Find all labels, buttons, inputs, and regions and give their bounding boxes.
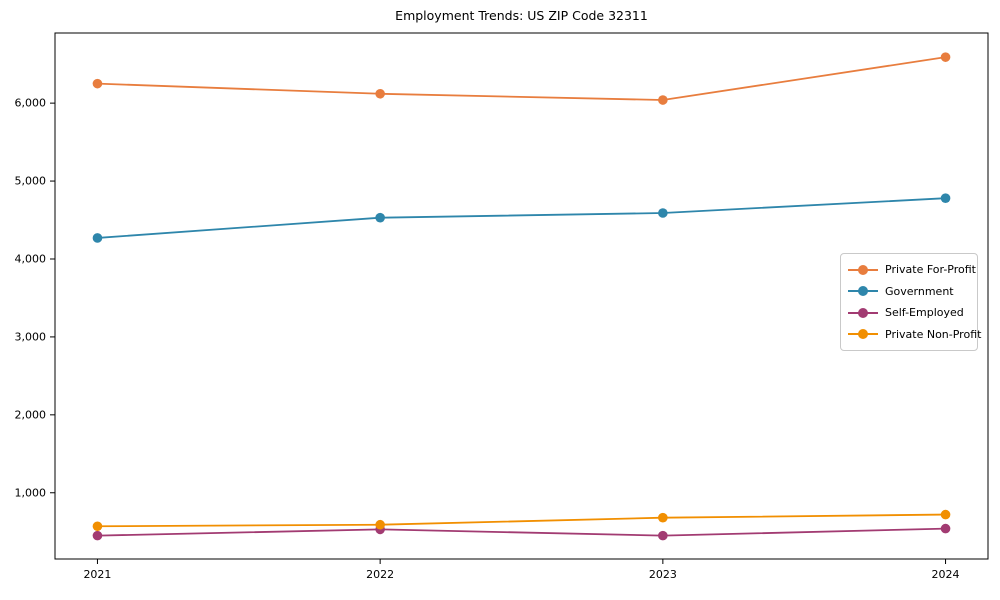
legend-label: Government	[885, 284, 954, 298]
chart-title: Employment Trends: US ZIP Code 32311	[395, 8, 648, 23]
y-tick-label: 2,000	[15, 408, 47, 421]
series-marker-private-non-profit	[375, 519, 385, 530]
legend-marker-icon	[848, 264, 878, 276]
series-line-private-for-profit	[97, 56, 946, 101]
x-tick-label: 2021	[83, 568, 111, 581]
series-marker-government	[940, 193, 951, 204]
legend-marker-icon	[848, 328, 878, 340]
legend-marker-icon	[848, 307, 878, 319]
axes-frame	[54, 32, 989, 560]
y-tick-label: 5,000	[15, 175, 47, 188]
y-tick-label: 3,000	[15, 330, 47, 343]
legend: Private For-Profit Government Self-Employe…	[840, 253, 981, 351]
series-marker-private-non-profit	[658, 512, 668, 523]
x-tick-label: 2022	[366, 568, 394, 581]
series-marker-government	[375, 212, 385, 223]
legend-item: Self-Employed	[848, 302, 970, 324]
series-marker-private-for-profit	[92, 78, 103, 89]
legend-dot	[858, 307, 868, 318]
legend-label: Private For-Profit	[885, 263, 976, 277]
series-marker-private-for-profit	[375, 88, 385, 99]
x-tick-label: 2023	[649, 568, 677, 581]
x-tick-label: 2024	[932, 568, 960, 581]
legend-marker-icon	[848, 285, 878, 297]
series-line-government	[97, 197, 946, 239]
series-marker-private-non-profit	[940, 509, 951, 520]
legend-dot	[858, 286, 868, 297]
series-marker-private-for-profit	[940, 52, 951, 62]
legend-dot	[858, 264, 868, 275]
series-marker-government	[658, 208, 668, 218]
series-marker-self-employed	[940, 523, 951, 534]
legend-dot	[858, 329, 868, 340]
series-line-private-non-profit	[97, 513, 946, 528]
y-tick-label: 6,000	[15, 97, 47, 110]
series-marker-self-employed	[92, 530, 103, 541]
legend-label: Self-Employed	[885, 306, 964, 320]
series-marker-self-employed	[658, 530, 668, 541]
legend-item: Government	[848, 281, 970, 303]
series-line-self-employed	[97, 527, 946, 537]
legend-item: Private Non-Profit	[848, 324, 981, 346]
legend-label: Private Non-Profit	[885, 327, 982, 341]
series-marker-private-for-profit	[658, 95, 668, 105]
series-marker-private-non-profit	[92, 521, 103, 532]
y-tick-label: 4,000	[15, 252, 47, 265]
series-marker-government	[92, 233, 103, 243]
legend-item: Private For-Profit	[848, 259, 976, 281]
y-tick-label: 1,000	[15, 486, 47, 499]
